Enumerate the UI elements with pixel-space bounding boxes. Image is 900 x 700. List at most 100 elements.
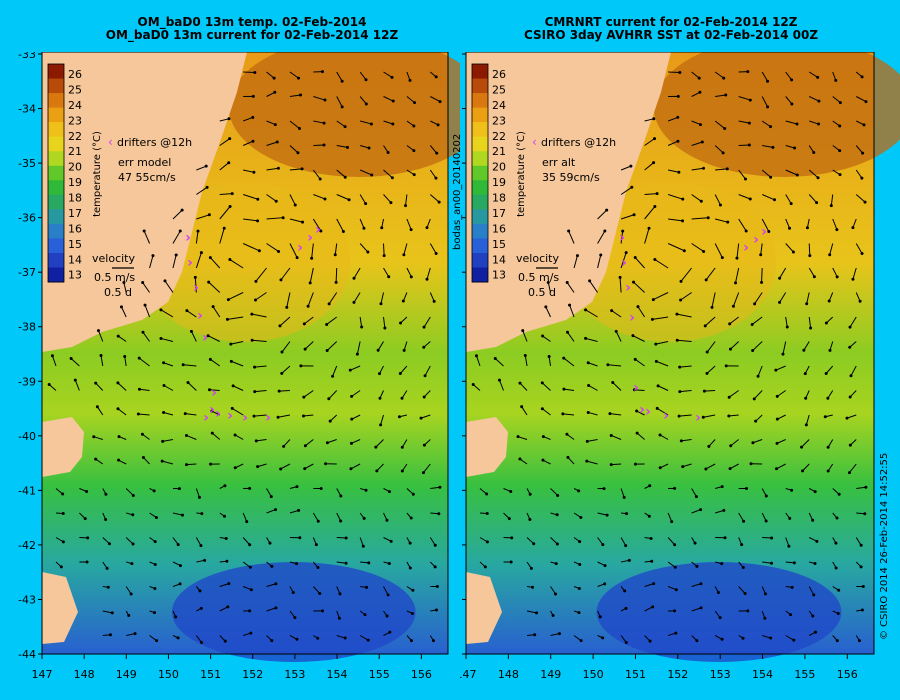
current-arrow-head — [343, 636, 347, 640]
current-arrow-head — [85, 490, 89, 494]
current-arrow-head — [701, 415, 705, 419]
current-arrow-head — [388, 630, 392, 634]
lat-tick-label: -37 — [18, 266, 36, 279]
current-arrow-head — [753, 302, 757, 306]
drifter-legend-icon: ‹ — [532, 135, 537, 149]
current-arrow-head — [419, 416, 423, 420]
current-arrow — [350, 463, 361, 470]
colorbar-label: temperature (°C) — [92, 131, 103, 217]
current-arrow-head — [845, 416, 849, 420]
current-arrow-head — [387, 275, 391, 279]
current-arrow-head — [775, 441, 779, 445]
current-arrow-head — [341, 229, 345, 233]
current-arrow-head — [248, 565, 252, 569]
current-arrow-head — [834, 78, 838, 82]
current-arrow-head — [295, 562, 299, 566]
current-arrow — [569, 304, 575, 318]
current-arrow-head — [61, 492, 65, 496]
current-arrow-head — [812, 593, 816, 597]
current-arrow-head — [306, 304, 310, 308]
current-arrow — [550, 537, 558, 545]
current-arrow-head — [143, 303, 147, 307]
current-arrow-head — [695, 564, 699, 568]
current-arrow-head — [678, 390, 682, 394]
current-arrow-head — [764, 519, 768, 523]
current-arrow — [401, 390, 408, 399]
current-arrow — [219, 162, 230, 171]
current-arrow — [350, 365, 361, 371]
current-arrow-head — [566, 455, 570, 459]
current-arrow — [195, 537, 202, 546]
current-arrow-head — [299, 364, 303, 368]
current-arrow — [761, 267, 763, 283]
current-arrow-head — [95, 405, 99, 409]
current-arrow-head — [698, 90, 702, 94]
current-arrow-head — [248, 543, 252, 547]
current-arrow-head — [630, 185, 634, 189]
colorbar-tick: 14 — [68, 253, 82, 266]
current-arrow — [656, 360, 669, 367]
left-title-line2: OM_baD0 13m current for 02-Feb-2014 12Z — [105, 28, 399, 42]
current-arrow — [691, 71, 700, 79]
current-arrow-head — [836, 611, 840, 615]
current-arrow — [48, 384, 57, 391]
current-arrow — [162, 460, 174, 465]
current-arrow-head — [367, 561, 371, 565]
current-arrow-head — [705, 371, 709, 375]
current-arrow-head — [339, 519, 343, 523]
current-arrow-head — [277, 249, 281, 253]
current-arrow-head — [366, 638, 370, 642]
current-arrow — [375, 439, 384, 448]
current-arrow — [676, 313, 692, 318]
current-arrow — [691, 607, 702, 612]
current-arrow-head — [585, 439, 589, 443]
current-arrow — [328, 390, 338, 400]
current-arrow — [187, 382, 197, 391]
current-arrow-head — [677, 170, 681, 174]
current-arrow-head — [673, 543, 677, 547]
current-arrow-head — [374, 445, 378, 449]
current-arrow-head — [251, 94, 255, 98]
current-arrow — [715, 218, 728, 223]
current-arrow-head — [251, 115, 255, 119]
drifter-marker: › — [639, 402, 645, 418]
current-arrow-head — [849, 374, 853, 378]
current-arrow — [611, 310, 622, 318]
current-arrow — [655, 341, 669, 345]
current-arrow-head — [787, 544, 791, 548]
current-arrow — [356, 341, 361, 355]
current-arrow-head — [621, 229, 625, 233]
current-arrow-head — [303, 444, 307, 448]
current-arrow — [801, 439, 810, 448]
current-arrow-head — [184, 463, 188, 467]
current-arrow-head — [412, 149, 416, 153]
current-arrow-head — [720, 637, 724, 641]
current-arrow-head — [483, 565, 487, 569]
current-arrow-head — [178, 564, 182, 568]
current-arrow — [802, 463, 810, 472]
current-arrow — [289, 194, 296, 206]
current-arrow-head — [253, 298, 257, 302]
colorbar-swatch — [472, 151, 488, 167]
current-arrow — [164, 280, 174, 293]
current-arrow-head — [743, 592, 747, 596]
error-value: 35 59cm/s — [542, 171, 600, 184]
current-arrow-head — [860, 176, 864, 180]
current-arrow-head — [151, 254, 155, 258]
current-arrow-head — [152, 489, 156, 493]
current-arrow — [776, 390, 786, 397]
current-arrow-head — [226, 605, 230, 609]
current-arrow-head — [397, 415, 401, 419]
current-arrow-head — [127, 613, 131, 617]
current-arrow — [620, 252, 627, 269]
current-arrow-head — [273, 90, 277, 94]
drifter-marker: › — [185, 230, 191, 246]
current-arrow-head — [327, 302, 331, 306]
current-arrow-head — [162, 384, 166, 388]
current-arrow — [849, 316, 857, 328]
current-arrow-head — [851, 277, 855, 281]
current-arrow-head — [857, 639, 861, 643]
current-arrow-head — [400, 445, 404, 449]
current-arrow — [667, 194, 683, 200]
current-arrow-head — [775, 394, 779, 398]
